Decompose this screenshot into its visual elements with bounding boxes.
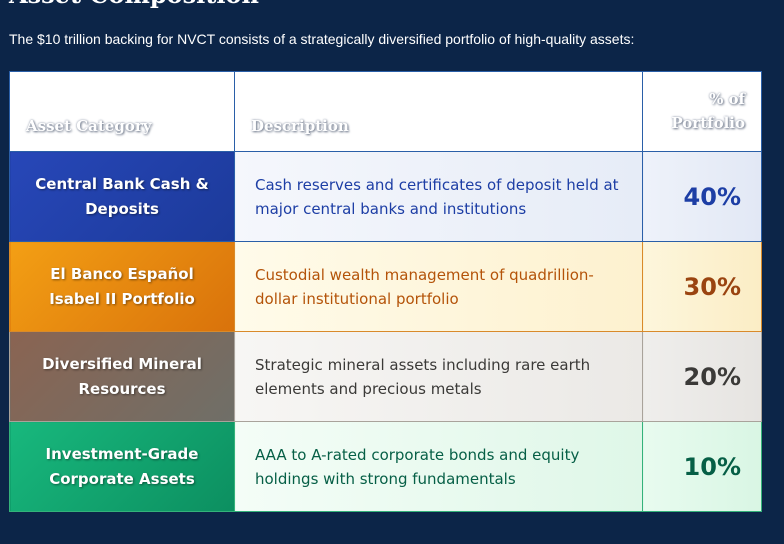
intro-text: The $10 trillion backing for NVCT consis… (9, 31, 635, 47)
table-row: El Banco Español Isabel II Portfolio Cus… (9, 241, 762, 332)
percent-cell: 30% (642, 241, 762, 332)
asset-composition-table-container: Asset Category Description % of Portfolio… (9, 71, 762, 512)
header-description: Description (234, 71, 643, 152)
header-percent-line1: % of (709, 90, 745, 108)
header-percent-of-portfolio: % of Portfolio (642, 71, 762, 152)
description-cell: Cash reserves and certificates of deposi… (234, 151, 643, 242)
header-percent-line2: Portfolio (671, 114, 745, 132)
percent-cell: 40% (642, 151, 762, 242)
description-cell: Strategic mineral assets including rare … (234, 331, 643, 422)
asset-category-cell: Central Bank Cash & Deposits (9, 151, 235, 242)
asset-composition-table: Asset Category Description % of Portfolio… (9, 71, 762, 512)
table-header-row: Asset Category Description % of Portfolio (9, 71, 762, 152)
percent-cell: 20% (642, 331, 762, 422)
asset-category-cell: Investment-Grade Corporate Assets (9, 421, 235, 512)
table-row: Investment-Grade Corporate Assets AAA to… (9, 421, 762, 512)
table-row: Central Bank Cash & Deposits Cash reserv… (9, 151, 762, 242)
section-heading: Asset Composition (9, 0, 259, 9)
asset-category-cell: El Banco Español Isabel II Portfolio (9, 241, 235, 332)
header-asset-category: Asset Category (9, 71, 235, 152)
percent-cell: 10% (642, 421, 762, 512)
asset-category-cell: Diversified Mineral Resources (9, 331, 235, 422)
description-cell: AAA to A-rated corporate bonds and equit… (234, 421, 643, 512)
description-cell: Custodial wealth management of quadrilli… (234, 241, 643, 332)
table-row: Diversified Mineral Resources Strategic … (9, 331, 762, 422)
